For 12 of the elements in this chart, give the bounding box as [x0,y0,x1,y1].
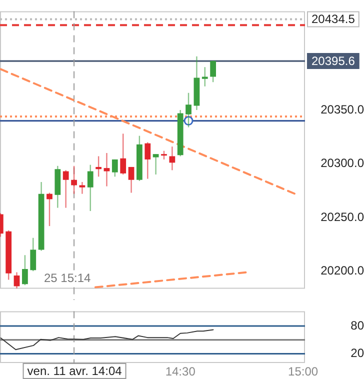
y-tick-label: 20250.0 [320,210,364,224]
ref-line-label: 20434.5 [311,12,356,26]
y-tick-label: 80 [350,318,364,332]
y-tick-label: 20300.0 [320,156,364,170]
ref-line-label: 20395.6 [311,54,356,68]
x-tick-label: 14:30 [165,364,196,379]
y-tick-label: 20350.0 [320,102,364,116]
y-tick-label: 20 [350,346,364,360]
annotation: 25 15:14 [44,271,92,286]
ref-line-label: ven. 11 avr. 14:04 [27,364,122,378]
y-tick-label: 20200.0 [320,263,364,278]
x-tick-label: 15:00 [288,364,318,379]
